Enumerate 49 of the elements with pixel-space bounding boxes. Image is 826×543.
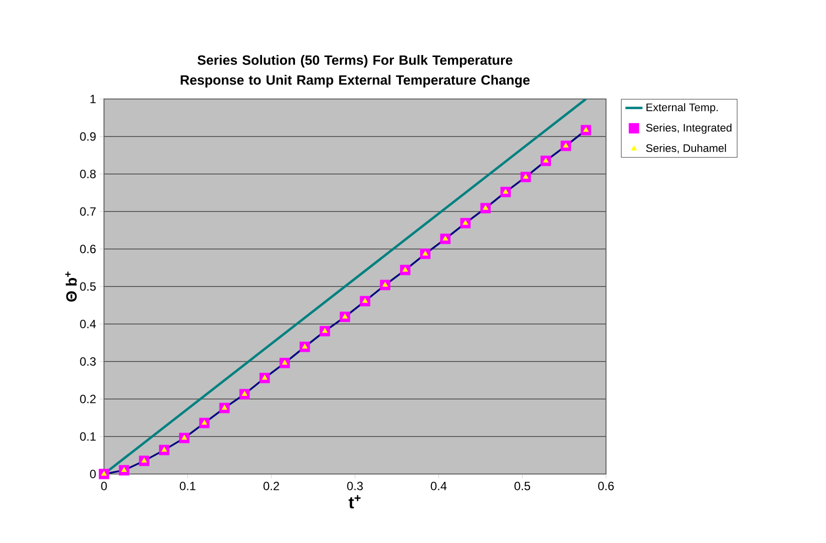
y-tick-label: 1 xyxy=(90,94,96,104)
point xyxy=(382,282,388,287)
y-tick-label: 0.6 xyxy=(80,244,96,254)
legend-label: Series, Duhamel xyxy=(646,144,726,154)
x-tick-label: 0.4 xyxy=(430,482,447,490)
y-tick-label: 0.5 xyxy=(80,282,96,291)
legend-label: External Temp. xyxy=(646,103,718,114)
x-tick-label: 0.3 xyxy=(347,482,363,490)
legend-label: Series, Integrated xyxy=(646,124,732,134)
point xyxy=(502,188,508,194)
point xyxy=(202,420,208,425)
y-tick-label: 0.3 xyxy=(80,357,96,366)
x-axis-title: t$^{+}$ xyxy=(348,495,361,508)
point xyxy=(462,220,468,225)
point xyxy=(242,390,248,396)
point xyxy=(342,314,348,319)
point xyxy=(422,250,428,256)
y-tick-label: 0.7 xyxy=(80,207,96,216)
x-tick-label: 0.1 xyxy=(180,482,196,490)
x-tick-label: 0 xyxy=(101,482,107,490)
point xyxy=(442,236,448,241)
point xyxy=(141,458,147,463)
point xyxy=(322,328,328,333)
chart-title: Series Solution (50 Terms) For Bulk Temperature Response to Unit Ramp External Temperature Change xyxy=(180,54,530,88)
point xyxy=(563,142,569,148)
x-tick-label: 0.6 xyxy=(598,482,614,490)
point xyxy=(583,126,589,132)
point xyxy=(482,204,488,210)
point xyxy=(101,470,107,476)
point xyxy=(282,360,288,365)
y-tick-label: 0.1 xyxy=(80,432,96,441)
point xyxy=(182,434,188,440)
point xyxy=(402,266,408,272)
point xyxy=(121,467,127,472)
y-tick-label: 0.9 xyxy=(80,132,96,141)
point xyxy=(362,298,368,303)
y-tick-label: 0.4 xyxy=(80,320,96,328)
x-tick-label: 0.5 xyxy=(514,482,530,490)
point xyxy=(161,446,168,452)
y-axis-title: Θ b$^{+}$ xyxy=(65,272,77,302)
y-tick-label: 0 xyxy=(90,470,96,478)
point xyxy=(302,344,308,349)
y-tick-label: 0.2 xyxy=(80,394,96,404)
point xyxy=(222,404,228,410)
x-tick-label: 0.2 xyxy=(263,482,280,490)
point xyxy=(542,158,549,163)
point xyxy=(262,374,268,380)
y-tick-label: 0.8 xyxy=(80,170,96,178)
point xyxy=(522,174,528,179)
